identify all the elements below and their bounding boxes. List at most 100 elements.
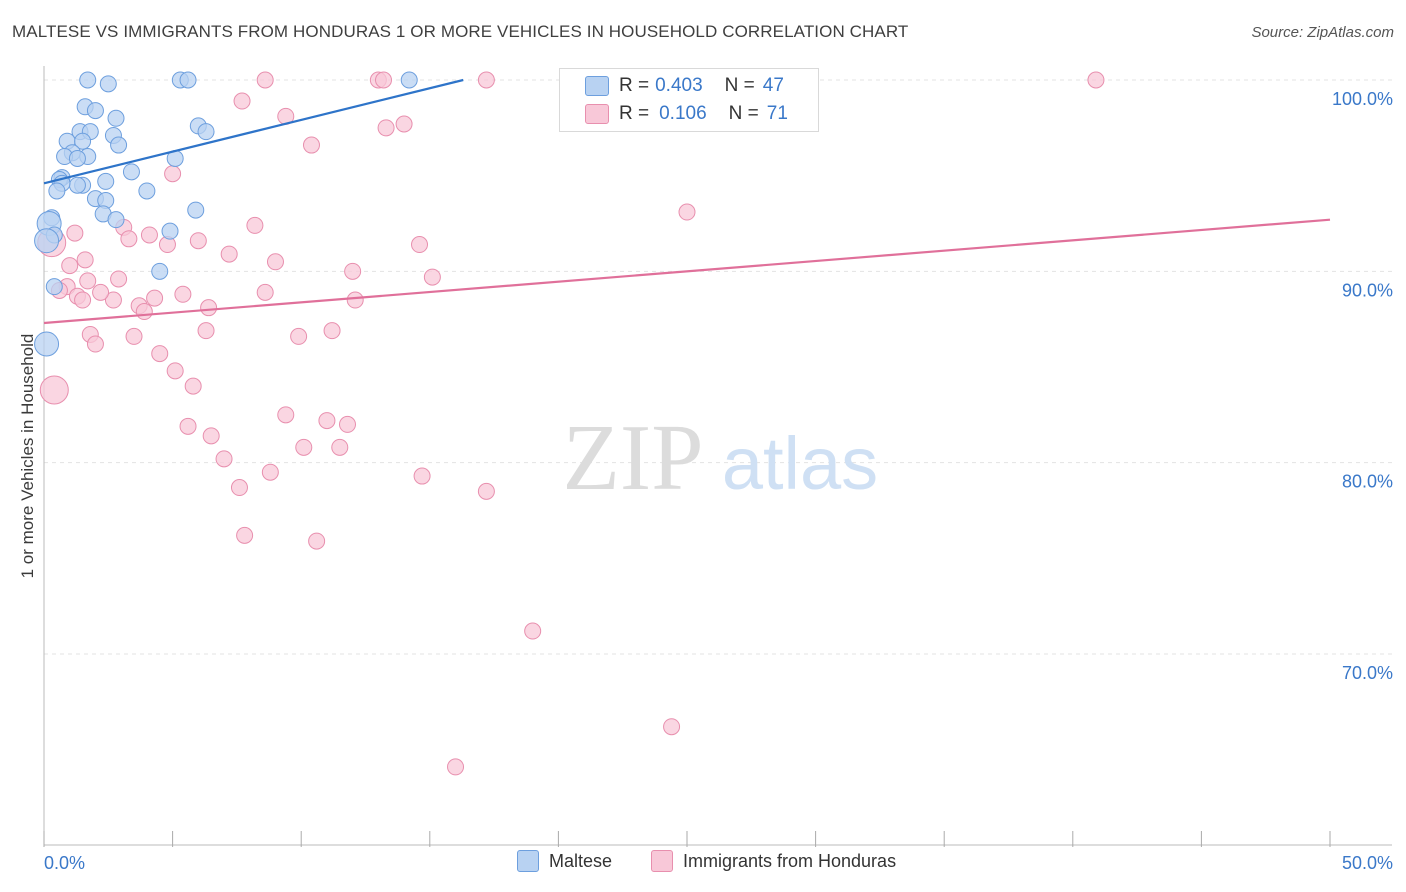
x-tick-label: 0.0% [44, 853, 85, 873]
legend-n-label: N = [724, 75, 755, 96]
honduras-legend-swatch [651, 850, 673, 872]
y-tick-label: 70.0% [1342, 663, 1393, 683]
honduras-point [1087, 71, 1105, 89]
honduras-point [197, 322, 215, 340]
watermark-zip: ZIP [563, 406, 704, 510]
honduras-point [200, 299, 218, 317]
honduras-point [318, 412, 336, 430]
gridlines [44, 79, 1392, 655]
legend-row-maltese: R = 0.403 N = 47 [560, 72, 784, 100]
honduras-point [395, 115, 413, 133]
honduras-legend-label: Immigrants from Honduras [683, 850, 897, 871]
stats-legend: R = 0.403 N = 47 R = 0.106 N = 71 [559, 68, 819, 132]
honduras-point [524, 622, 542, 640]
legend-n-value: 71 [766, 103, 788, 124]
maltese-point [197, 123, 215, 141]
maltese-point [79, 71, 97, 89]
axes [43, 66, 1392, 847]
honduras-point [39, 375, 69, 405]
tick-labels: 70.0% 80.0% 90.0% 100.0% 0.0% 50.0% [44, 89, 1393, 873]
maltese-point [68, 176, 86, 194]
maltese-point [179, 71, 197, 89]
watermark-atlas: atlas [722, 422, 878, 505]
x-tick-label: 50.0% [1342, 853, 1393, 873]
legend-item-maltese[interactable]: Maltese [517, 850, 612, 872]
honduras-point [166, 362, 184, 380]
maltese-point [99, 75, 117, 93]
source-label: Source: ZipAtlas.com [1251, 24, 1394, 41]
honduras-point [140, 226, 158, 244]
maltese-trend-line [43, 78, 464, 185]
honduras-point [66, 224, 84, 242]
maltese-point [107, 109, 125, 127]
honduras-point [220, 245, 238, 263]
honduras-point [110, 270, 128, 288]
honduras-point [79, 272, 97, 290]
watermark: ZIP atlas [563, 406, 879, 510]
honduras-point [184, 377, 202, 395]
honduras-point [477, 482, 495, 500]
honduras-point [346, 291, 364, 309]
honduras-point [256, 71, 274, 89]
maltese-point [161, 222, 179, 240]
legend-row-honduras: R = 0.106 N = 71 [560, 100, 788, 128]
series-legend: Maltese Immigrants from Honduras [0, 850, 1406, 878]
honduras-point [86, 335, 104, 353]
honduras-point [76, 251, 94, 269]
maltese-swatch [585, 76, 609, 96]
honduras-point [413, 467, 431, 485]
honduras-point [308, 532, 326, 550]
legend-r-value: 0.403 [655, 75, 703, 96]
trend-lines [43, 78, 1331, 325]
maltese-point [34, 228, 60, 254]
honduras-point [302, 136, 320, 154]
honduras-point [295, 438, 313, 456]
honduras-point [189, 232, 207, 250]
honduras-point [290, 327, 308, 345]
maltese-point [187, 201, 205, 219]
honduras-point [179, 417, 197, 435]
honduras-point [423, 268, 441, 286]
maltese-point [48, 182, 66, 200]
honduras-point [174, 285, 192, 303]
honduras-point [120, 230, 138, 248]
honduras-point [233, 92, 251, 110]
honduras-point [125, 327, 143, 345]
honduras-point [338, 415, 356, 433]
honduras-point [61, 257, 79, 275]
honduras-point [151, 345, 169, 363]
maltese-point [122, 163, 140, 181]
honduras-point [266, 253, 284, 271]
honduras-point [261, 463, 279, 481]
legend-r-label: R = [619, 103, 650, 124]
maltese-point [86, 102, 104, 120]
honduras-point [323, 322, 341, 340]
honduras-point [377, 119, 395, 137]
honduras-point [230, 479, 248, 497]
honduras-point [663, 718, 681, 736]
maltese-point [74, 132, 92, 150]
maltese-point [107, 211, 125, 229]
honduras-point [411, 236, 429, 254]
maltese-point [45, 278, 63, 296]
legend-r-label: R = [619, 75, 650, 96]
honduras-point [164, 165, 182, 183]
honduras-trend-line [43, 218, 1331, 325]
chart-title: MALTESE VS IMMIGRANTS FROM HONDURAS 1 OR… [12, 22, 909, 41]
honduras-point [256, 283, 274, 301]
data-points [34, 71, 1105, 776]
honduras-point [344, 262, 362, 280]
maltese-point [138, 182, 156, 200]
maltese-point [97, 172, 115, 190]
maltese-point [34, 331, 60, 357]
honduras-swatch [585, 104, 609, 124]
honduras-point [375, 71, 393, 89]
maltese-legend-swatch [517, 850, 539, 872]
legend-n-value: 47 [762, 75, 784, 96]
legend-item-honduras[interactable]: Immigrants from Honduras [651, 850, 896, 872]
honduras-point [678, 203, 696, 221]
maltese-legend-label: Maltese [549, 850, 613, 871]
maltese-point [68, 149, 86, 167]
honduras-point [236, 526, 254, 544]
